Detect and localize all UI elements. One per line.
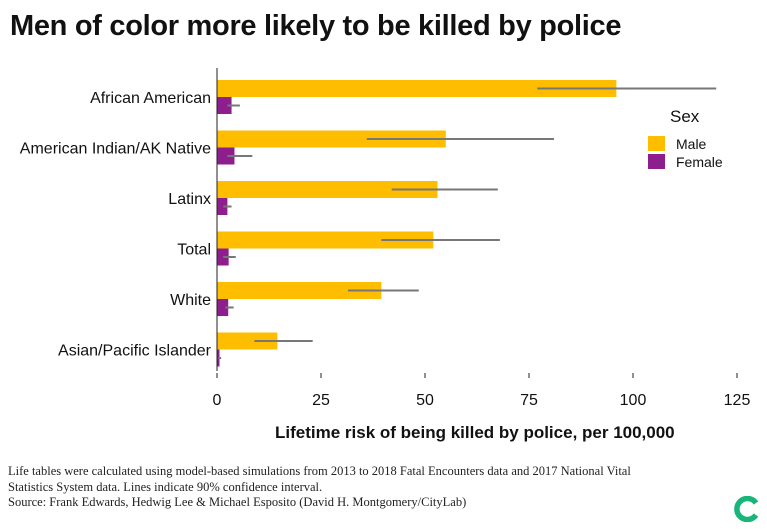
legend: Sex Male Female [648,107,723,170]
category-label: Asian/Pacific Islander [58,343,212,360]
bar-female [217,299,229,316]
bar-male [217,332,278,350]
bars-layer [217,80,617,367]
x-tick-label: 100 [620,392,647,409]
x-tick-label: 75 [520,392,538,409]
bar-female [217,248,229,266]
x-axis-layer: 0 25 50 75 100 125 [213,68,751,409]
legend-title: Sex [670,107,700,126]
category-label: African American [90,90,211,107]
bar-male [217,282,382,299]
source-line: Source: Frank Edwards, Hedwig Lee & Mich… [8,495,467,509]
bar-male [217,130,446,148]
footnote-line-2: Statistics System data. Lines indicate 9… [8,479,323,494]
category-label: Total [177,242,211,259]
x-tick-label: 50 [416,392,434,409]
bar-male [217,80,617,97]
confidence-intervals-layer [218,87,717,359]
legend-label-male: Male [676,136,707,152]
legend-swatch-male [648,136,665,151]
legend-swatch-female [648,154,665,169]
x-tick-label: 125 [724,392,751,409]
category-label: American Indian/AK Native [20,141,211,158]
bar-female [217,147,235,165]
bar-male [217,181,438,198]
bar-chart: African American American Indian/AK Nativ… [20,68,751,442]
footnote: Life tables were calculated using model-… [8,464,738,511]
x-tick-label: 25 [312,392,330,409]
citylab-logo-icon [734,496,759,522]
category-labels-layer: African American American Indian/AK Nativ… [20,90,212,360]
x-tick-label: 0 [213,392,222,409]
chart-title: Men of color more likely to be killed by… [10,10,622,42]
bar-male [217,231,434,249]
bar-female [217,198,228,215]
category-label: Latinx [168,191,211,208]
footnote-line-1: Life tables were calculated using model-… [8,464,631,478]
x-axis-title: Lifetime risk of being killed by police,… [275,423,675,442]
bar-female [217,97,232,114]
legend-label-female: Female [676,154,723,170]
category-label: White [170,292,211,309]
